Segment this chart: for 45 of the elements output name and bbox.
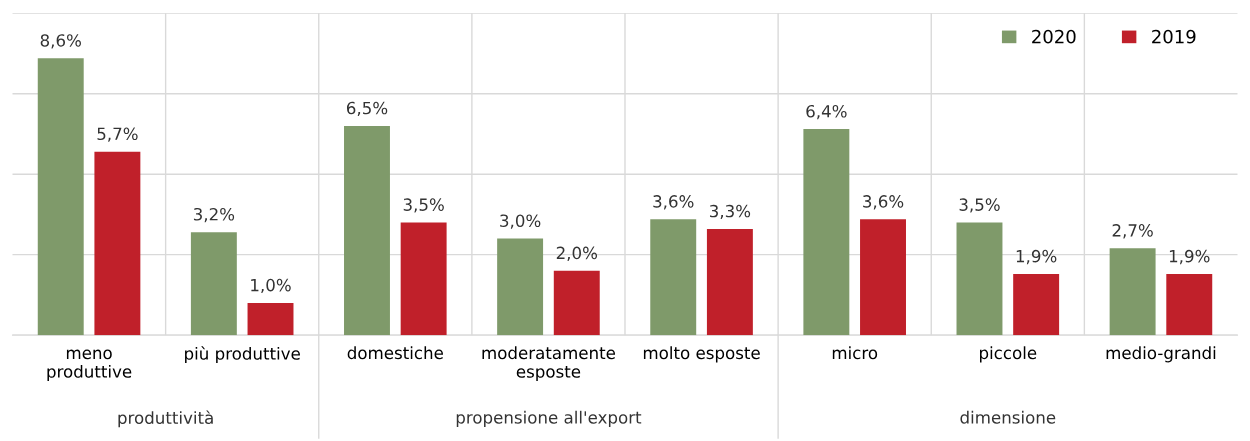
data-label: 5,7% [97,127,138,142]
text: produttività [118,410,213,428]
bar [400,222,447,336]
data-label: 3,5% [959,198,1000,213]
data-label: 3,2% [193,207,235,223]
bar [190,232,237,336]
text: propensione all'export [456,410,642,427]
bar [1166,273,1213,336]
bar [1109,248,1156,336]
x-tick-label: piccole [980,346,1037,363]
data-label: 8,6% [40,34,81,49]
data-label: 3,6% [863,195,904,210]
text: dimensione [960,410,1056,424]
x-tick-label: domestiche [347,346,443,360]
data-label: 1,9% [1016,249,1057,265]
x-tick-label: micro [832,346,878,360]
bar [553,270,600,336]
bar [247,302,294,336]
data-label: 3,0% [500,214,541,229]
x-tick-label: molto esposte [643,346,760,363]
bar [344,125,390,336]
x-tick-label: medio-grandi [1106,346,1216,363]
data-label: 6,5% [346,101,388,117]
data-label: 3,5% [403,198,444,213]
data-label: 3,3% [709,204,751,220]
data-label: 2,0% [556,246,598,261]
bar [94,151,141,336]
data-label: 1,9% [1169,249,1210,265]
data-label: 6,4% [806,104,847,120]
bar [803,129,850,336]
bar [860,219,906,336]
x-tick-label: moderatamente esposte [482,346,616,382]
x-tick-label: più produttive [185,346,300,364]
bar [706,228,753,336]
legend-label: 2019 [1152,29,1196,44]
bar [1013,273,1060,336]
bar [956,222,1003,336]
data-label: 1,0% [251,278,291,294]
x-tick-label: meno produttive [47,349,132,382]
data-label: 2,7% [1112,224,1153,239]
bar [650,219,697,336]
legend-label: 2020 [1032,29,1076,44]
bar [497,238,544,336]
data-label: 3,6% [653,195,694,210]
bar [37,58,84,336]
